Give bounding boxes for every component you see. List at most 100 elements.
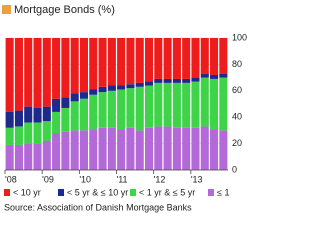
x-tick-label: '12 bbox=[154, 174, 166, 184]
bar-segment bbox=[163, 38, 172, 79]
bar-segment bbox=[163, 126, 172, 170]
bar-segment bbox=[182, 38, 191, 79]
bar-segment bbox=[70, 38, 79, 94]
bar-segment bbox=[126, 88, 135, 128]
bar-segment bbox=[154, 82, 163, 127]
bar-segment bbox=[52, 98, 61, 112]
bar-segment bbox=[219, 130, 228, 170]
legend-swatch bbox=[208, 189, 214, 196]
bar-segment bbox=[172, 82, 181, 128]
bar-segment bbox=[163, 82, 172, 127]
bar-segment bbox=[210, 78, 219, 130]
bar-segment bbox=[61, 97, 70, 108]
bar-segment bbox=[126, 38, 135, 85]
bar-segment bbox=[5, 38, 14, 112]
bar-segment bbox=[89, 89, 98, 95]
bar-segment bbox=[98, 38, 107, 87]
bar-segment bbox=[5, 111, 14, 128]
bar-segment bbox=[79, 130, 89, 170]
legend-swatch bbox=[58, 189, 64, 196]
bar-segment bbox=[172, 38, 181, 79]
x-tick-label: '13 bbox=[191, 174, 203, 184]
bar-segment bbox=[107, 85, 116, 91]
bar-segment bbox=[14, 144, 23, 170]
bar-segment bbox=[61, 131, 70, 170]
bar-segment bbox=[107, 90, 116, 128]
bar-segment bbox=[70, 130, 79, 170]
bar-segment bbox=[89, 94, 98, 130]
bar-segment bbox=[33, 107, 42, 123]
bar-segment bbox=[135, 130, 144, 170]
bar-segment bbox=[33, 38, 42, 108]
bar-segment bbox=[210, 74, 219, 79]
bar-segment bbox=[144, 127, 154, 170]
bar-segment bbox=[42, 140, 51, 170]
legend-swatch bbox=[130, 189, 136, 196]
bar-segment bbox=[5, 127, 14, 145]
chart-title: Mortgage Bonds (%) bbox=[14, 4, 115, 16]
bar-segment bbox=[24, 38, 33, 107]
bar-segment bbox=[107, 127, 116, 170]
bar-segment bbox=[24, 143, 33, 170]
title-icon bbox=[2, 5, 11, 14]
bar-segment bbox=[117, 38, 126, 86]
bar-segment bbox=[42, 121, 51, 141]
y-tick-label: 80 bbox=[232, 59, 242, 69]
bar-segment bbox=[126, 84, 135, 89]
bar-segment bbox=[172, 127, 181, 170]
bar-segment bbox=[182, 82, 191, 128]
x-tick-label: '09 bbox=[42, 174, 54, 184]
bar-segment bbox=[219, 73, 228, 78]
y-tick-label: 60 bbox=[232, 85, 242, 95]
legend-label: < 5 yr & ≤ 10 yr bbox=[67, 187, 128, 197]
bar-segment bbox=[52, 38, 61, 99]
bar-segment bbox=[163, 78, 172, 83]
bar-segment bbox=[79, 92, 89, 99]
bar-segment bbox=[79, 98, 89, 131]
bar-segment bbox=[52, 133, 61, 170]
bar-segment bbox=[200, 38, 209, 74]
bar-segment bbox=[219, 77, 228, 131]
bar-segment bbox=[61, 38, 70, 98]
chart: Mortgage Bonds (%) Source: Association o… bbox=[2, 4, 247, 212]
bar-segment bbox=[172, 78, 181, 83]
bar-segment bbox=[200, 126, 209, 170]
bar-segment bbox=[135, 38, 144, 83]
bar-segment bbox=[79, 38, 89, 93]
bar-segment bbox=[200, 77, 209, 127]
bar-segment bbox=[182, 78, 191, 83]
bar-segment bbox=[182, 127, 191, 170]
bar-segment bbox=[70, 93, 79, 102]
bar-segment bbox=[154, 78, 163, 83]
x-tick-label: '10 bbox=[79, 174, 91, 184]
source: Source: Association of Danish Mortgage B… bbox=[4, 202, 192, 212]
bar-segment bbox=[89, 38, 98, 90]
bar-segment bbox=[24, 106, 33, 123]
bar-segment bbox=[14, 110, 23, 127]
bar-segment bbox=[5, 144, 14, 170]
bar-segment bbox=[52, 111, 61, 134]
bar-segment bbox=[210, 38, 219, 75]
bar-segment bbox=[14, 38, 23, 111]
bar-segment bbox=[200, 73, 209, 78]
y-tick-label: 100 bbox=[232, 32, 247, 42]
bar-segment bbox=[117, 89, 126, 130]
legend-label: ≤ 1 bbox=[217, 187, 229, 197]
bar-segment bbox=[144, 38, 154, 82]
bar-segment bbox=[33, 143, 42, 170]
legend-swatch bbox=[4, 189, 10, 196]
bar-segment bbox=[154, 38, 163, 79]
bar-segment bbox=[126, 127, 135, 170]
bar-segment bbox=[117, 85, 126, 90]
bar-segment bbox=[98, 127, 107, 170]
bar-segment bbox=[144, 85, 154, 128]
bar-segment bbox=[98, 86, 107, 93]
bar-segment bbox=[14, 126, 23, 145]
bar-segment bbox=[107, 38, 116, 86]
bar-segment bbox=[219, 38, 228, 74]
bar-segment bbox=[70, 101, 79, 131]
bar-segment bbox=[135, 86, 144, 131]
y-tick-label: 0 bbox=[232, 164, 237, 174]
bar-segment bbox=[33, 122, 42, 144]
legend-label: < 1 yr & ≤ 5 yr bbox=[139, 187, 195, 197]
